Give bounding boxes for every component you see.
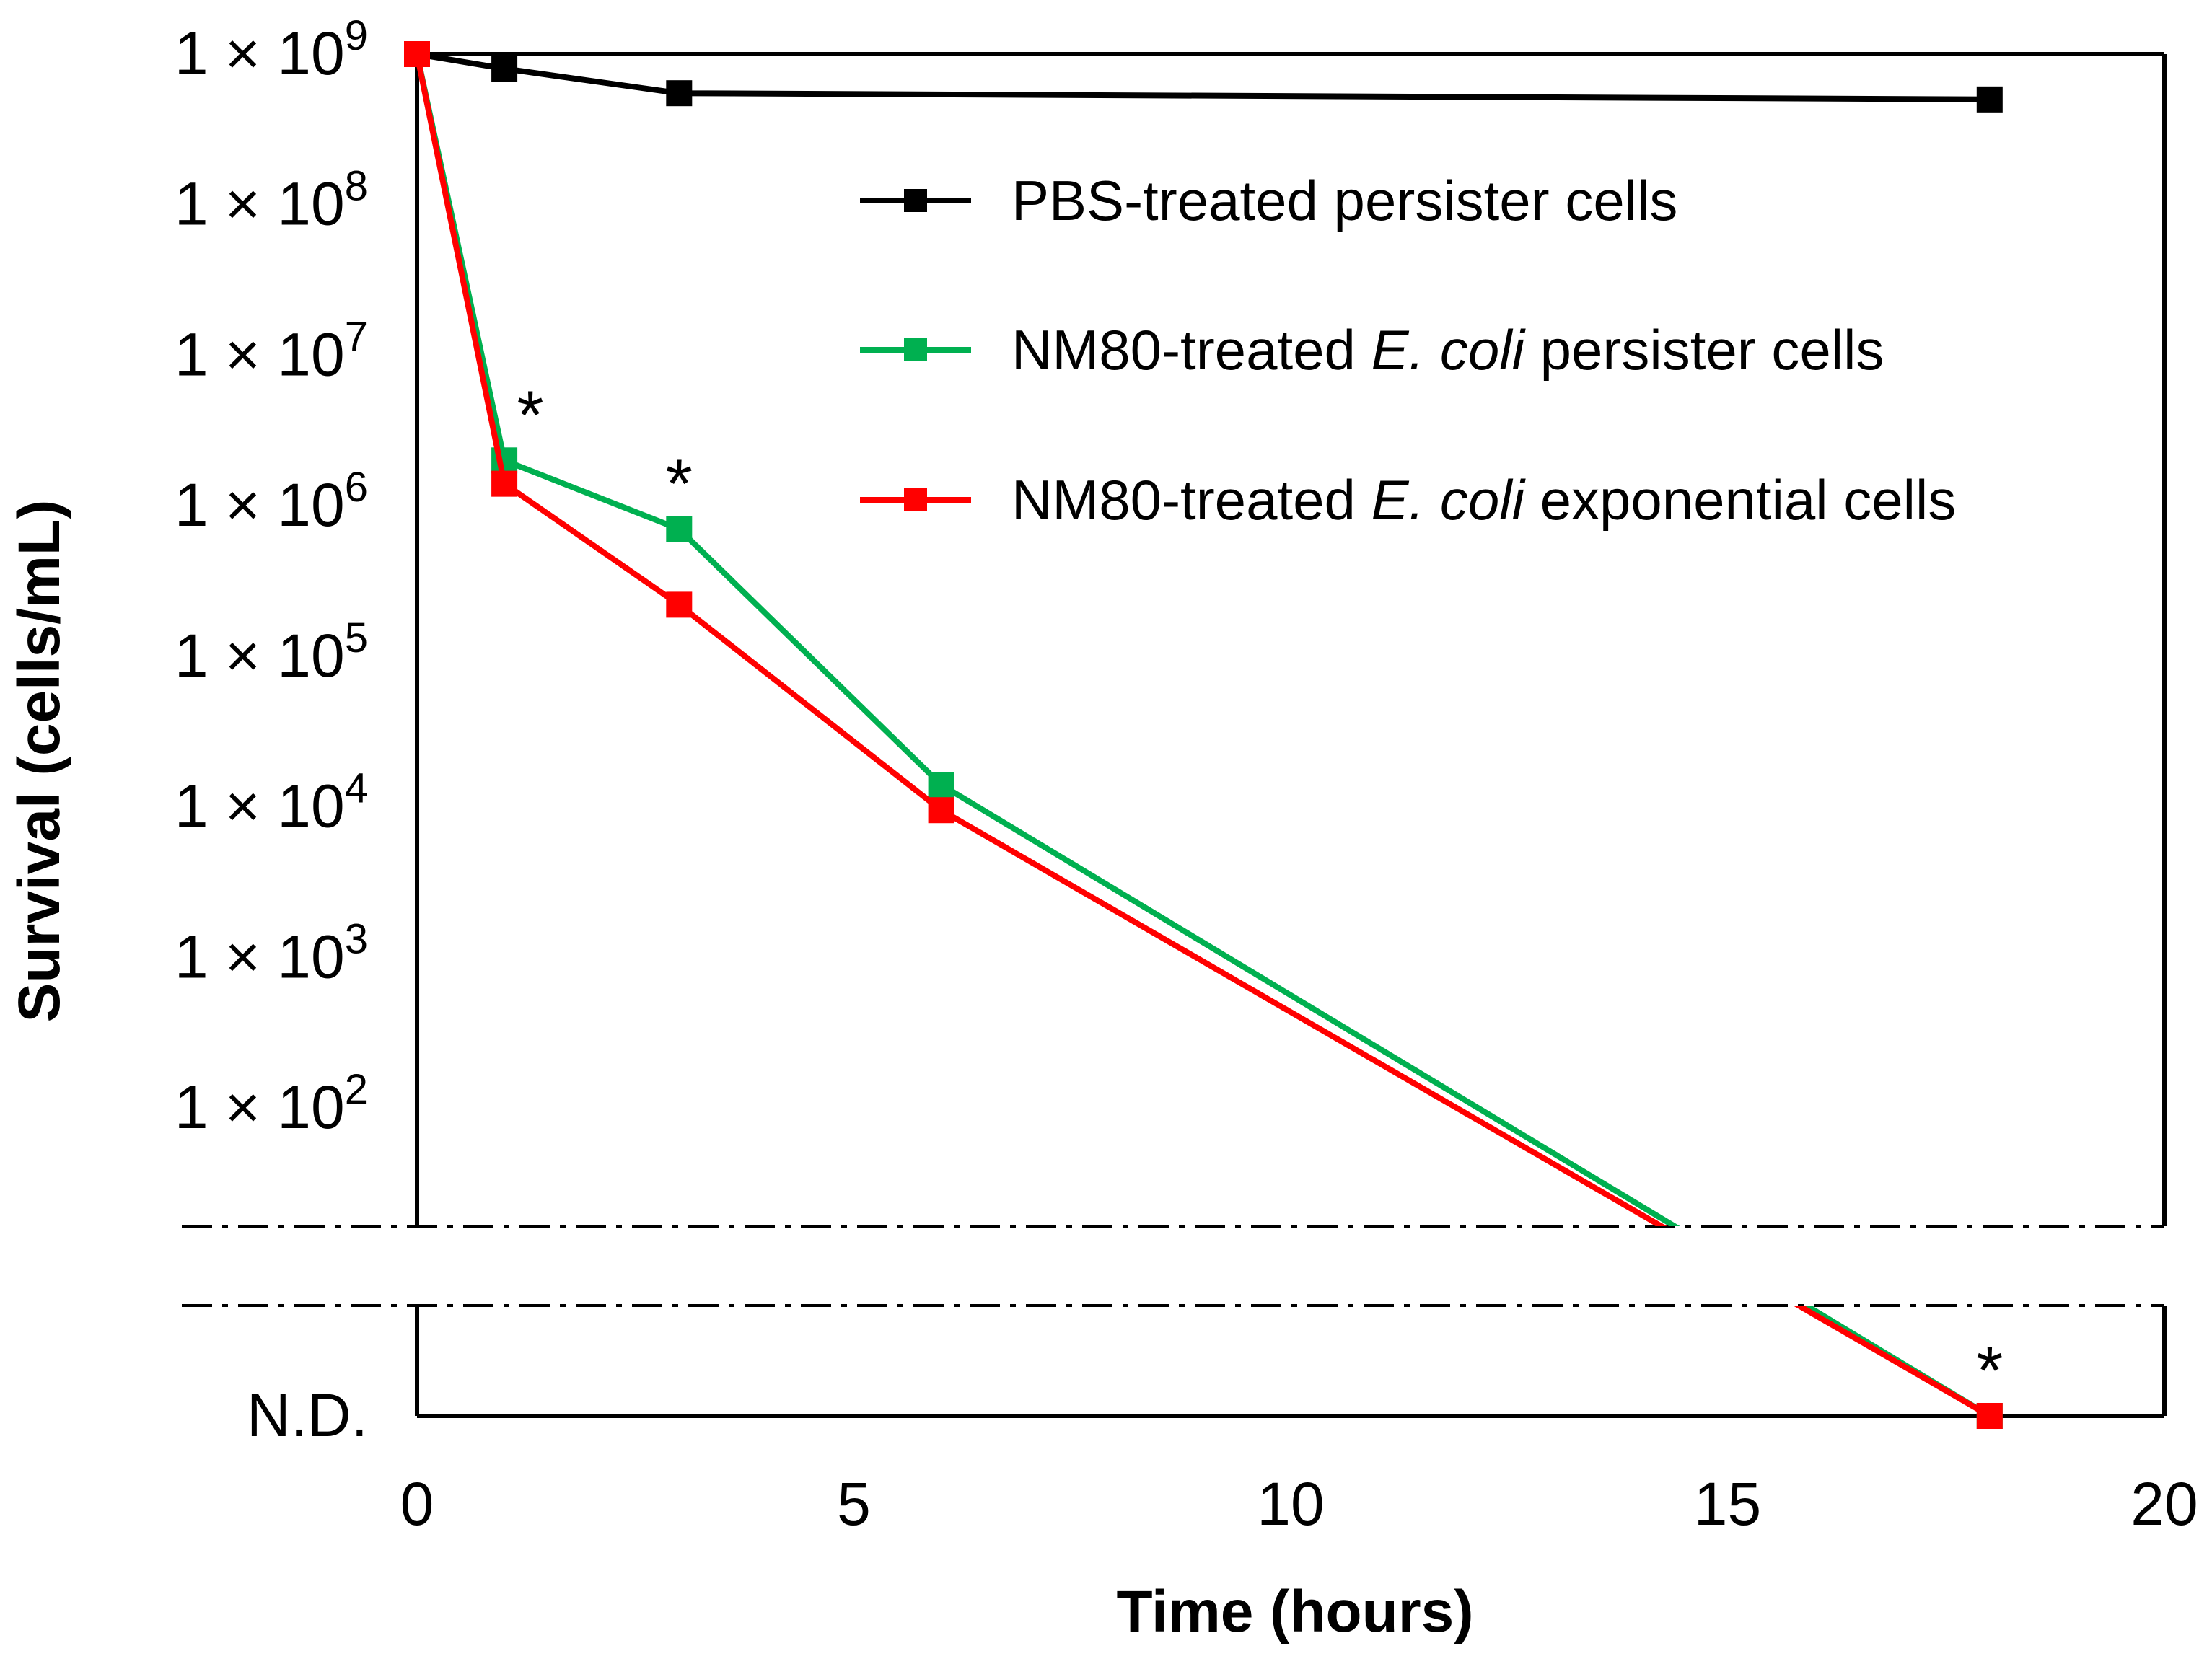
legend-swatch-marker [904, 189, 927, 212]
y-tick-label: 1 × 107 [175, 313, 368, 388]
data-point-marker [928, 797, 954, 824]
y-tick-label: 1 × 109 [175, 12, 368, 87]
y-tick-label: 1 × 104 [175, 765, 368, 840]
legend-swatch-marker [904, 488, 927, 511]
x-axis-title: Time (hours) [1116, 1579, 1473, 1645]
x-tick-label: 20 [2130, 1470, 2198, 1538]
legend: PBS-treated persister cells NM80-treated … [860, 169, 1956, 532]
y-tick-label: 1 × 106 [175, 464, 368, 539]
data-point-marker [928, 772, 954, 798]
data-point-marker [404, 41, 430, 67]
y-axis-title: Survival (cells/mL) [6, 500, 72, 1023]
series-2 [404, 41, 2003, 1429]
legend-label: NM80-treated E. coli exponential cells [1011, 468, 1956, 532]
significance-asterisk: * [666, 445, 693, 522]
legend-swatch-marker [904, 338, 927, 361]
data-point-marker [491, 470, 518, 497]
axis-break [182, 1225, 2164, 1307]
data-point-marker [491, 56, 518, 82]
x-tick-labels: 0 5 10 15 20 [400, 1470, 2198, 1538]
legend-item: NM80-treated E. coli persister cells [860, 318, 1884, 382]
y-tick-label: 1 × 103 [175, 915, 368, 990]
x-tick-label: 0 [400, 1470, 434, 1538]
y-tick-label: 1 × 105 [175, 615, 368, 690]
significance-asterisk: * [517, 377, 543, 454]
legend-label: PBS-treated persister cells [1011, 169, 1677, 232]
data-point-marker [666, 516, 693, 542]
y-tick-labels: 1 × 109 1 × 108 1 × 107 1 × 106 1 × 105 1 × 1… [175, 12, 368, 1449]
significance-asterisk: * [1976, 1332, 2003, 1409]
y-tick-label: 1 × 108 [175, 163, 368, 238]
x-tick-label: 5 [837, 1470, 871, 1538]
legend-label: NM80-treated E. coli persister cells [1011, 318, 1884, 382]
significance-annotations: * * * [517, 377, 2003, 1409]
x-tick-label: 10 [1257, 1470, 1324, 1538]
plot-frame [415, 52, 2167, 1418]
data-point-marker [666, 591, 693, 618]
data-series [404, 41, 2003, 1429]
legend-item: PBS-treated persister cells [860, 169, 1677, 232]
y-tick-label-nd: N.D. [247, 1381, 368, 1449]
data-point-marker [1976, 86, 2003, 113]
legend-item: NM80-treated E. coli exponential cells [860, 468, 1956, 532]
series-line [416, 51, 1990, 102]
data-point-marker [666, 80, 693, 107]
data-point-marker [1976, 1403, 2003, 1429]
x-tick-label: 15 [1694, 1470, 1761, 1538]
y-tick-label: 1 × 102 [175, 1066, 368, 1141]
